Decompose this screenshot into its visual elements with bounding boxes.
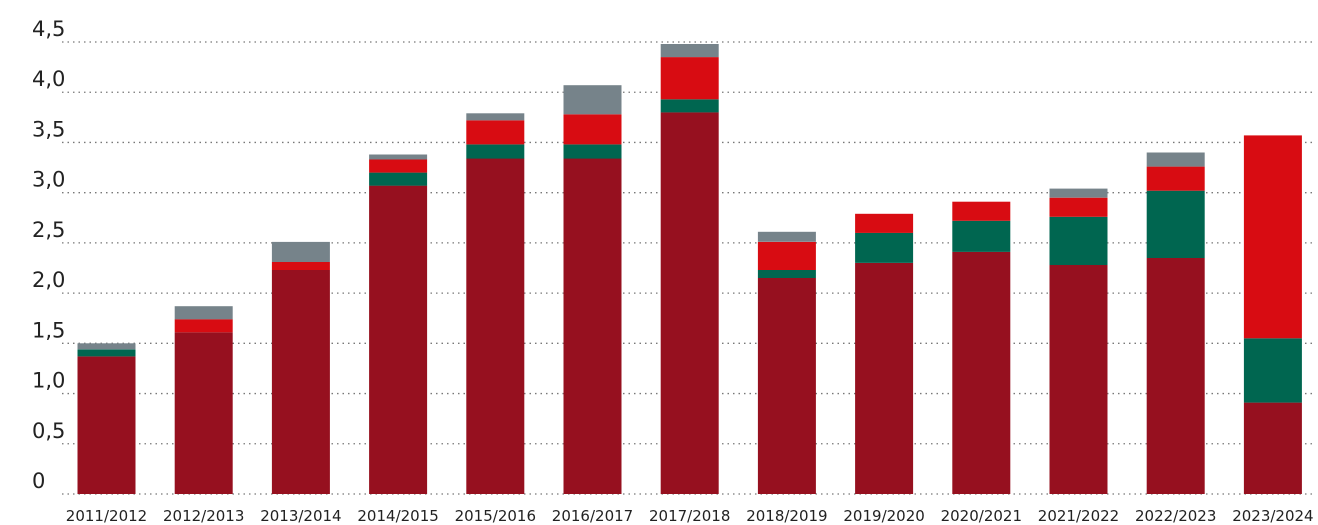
bar-segment <box>271 270 330 494</box>
x-axis-ticks: 2011/2012 2012/2013 2013/2014 2014/2015 2015… <box>66 507 1314 525</box>
x-tick-label: 2014/2015 <box>357 507 438 525</box>
x-tick-label: 2023/2024 <box>1232 507 1313 525</box>
bar-segment <box>174 332 233 494</box>
x-tick-label: 2011/2012 <box>66 507 147 525</box>
x-tick-label: 2020/2021 <box>941 507 1022 525</box>
bar-segment <box>952 201 1011 221</box>
bar-segment <box>855 263 914 494</box>
bar-segment <box>757 270 816 278</box>
bar-segment <box>369 154 428 160</box>
bars <box>77 44 1302 495</box>
bar-segment <box>563 144 622 159</box>
bar-segment <box>369 172 428 186</box>
bar-segment <box>1049 188 1108 198</box>
bar-segment <box>1049 216 1108 265</box>
bar-segment <box>757 231 816 242</box>
y-tick-label: 0 <box>32 469 45 493</box>
y-tick-label: 4,5 <box>32 17 65 41</box>
y-tick-label: 0,5 <box>32 419 65 443</box>
bar-segment <box>1146 258 1205 494</box>
bar-segment <box>1146 152 1205 167</box>
bar-segment <box>174 319 233 333</box>
y-tick-label: 2,0 <box>32 268 65 292</box>
bar-segment <box>271 241 330 262</box>
bar-segment <box>660 44 719 58</box>
bar-segment <box>77 343 136 350</box>
bar-segment <box>757 278 816 494</box>
bar-segment <box>660 112 719 495</box>
bar-segment <box>563 85 622 115</box>
bar-segment <box>757 241 816 270</box>
x-tick-label: 2013/2014 <box>260 507 341 525</box>
bar-segment <box>369 159 428 173</box>
bar-segment <box>1243 135 1302 339</box>
bar-segment <box>466 158 525 494</box>
y-tick-label: 3,5 <box>32 117 65 141</box>
bar-segment <box>466 120 525 145</box>
x-tick-label: 2022/2023 <box>1135 507 1216 525</box>
bar-segment <box>1146 166 1205 191</box>
bar-segment <box>1243 402 1302 494</box>
bar-segment <box>1243 338 1302 403</box>
y-axis-ticks: 0 0,5 1,0 1,5 2,0 2,5 3,0 3,5 4,0 4,5 <box>32 17 65 493</box>
y-tick-label: 1,5 <box>32 318 65 342</box>
bar-segment <box>77 356 136 494</box>
bar-segment <box>952 220 1011 252</box>
x-tick-label: 2012/2013 <box>163 507 244 525</box>
bar-segment <box>855 213 914 233</box>
y-tick-label: 4,0 <box>32 67 65 91</box>
bar-segment <box>1049 265 1108 494</box>
y-tick-label: 2,5 <box>32 218 65 242</box>
bar-segment <box>174 306 233 320</box>
bar-segment <box>1146 190 1205 258</box>
y-tick-label: 1,0 <box>32 369 65 393</box>
y-tick-label: 3,0 <box>32 168 65 192</box>
bar-segment <box>369 185 428 494</box>
x-tick-label: 2019/2020 <box>843 507 924 525</box>
x-tick-label: 2016/2017 <box>552 507 633 525</box>
bar-segment <box>271 262 330 270</box>
bar-segment <box>466 113 525 121</box>
x-tick-label: 2021/2022 <box>1038 507 1119 525</box>
bar-segment <box>563 158 622 494</box>
x-tick-label: 2017/2018 <box>649 507 730 525</box>
bar-segment <box>952 251 1011 494</box>
bar-segment <box>1049 197 1108 217</box>
bar-segment <box>466 144 525 159</box>
bar-segment <box>563 114 622 145</box>
x-tick-label: 2018/2019 <box>746 507 827 525</box>
x-tick-label: 2015/2016 <box>455 507 536 525</box>
bar-segment <box>77 349 136 357</box>
bar-segment <box>660 57 719 100</box>
bar-segment <box>855 232 914 263</box>
bar-segment <box>660 99 719 113</box>
